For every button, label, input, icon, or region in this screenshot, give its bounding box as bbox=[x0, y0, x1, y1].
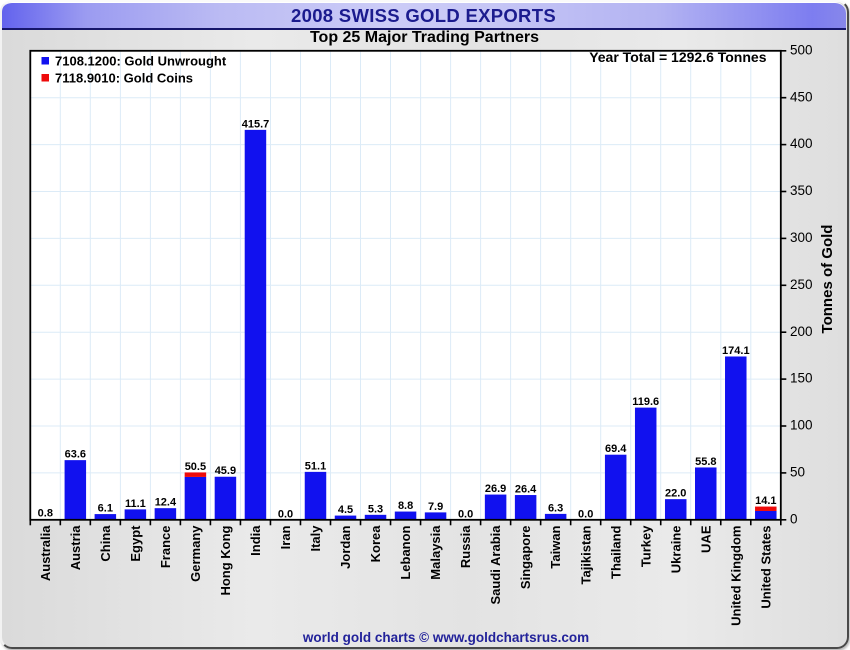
svg-text:Germany: Germany bbox=[188, 525, 203, 582]
svg-text:Russia: Russia bbox=[458, 525, 473, 568]
svg-text:6.1: 6.1 bbox=[98, 503, 113, 515]
svg-text:119.6: 119.6 bbox=[632, 396, 659, 408]
svg-text:63.6: 63.6 bbox=[65, 449, 86, 461]
svg-text:55.8: 55.8 bbox=[695, 456, 716, 468]
svg-text:7108.1200: Gold Unwrought: 7108.1200: Gold Unwrought bbox=[55, 54, 227, 69]
svg-text:Austria: Austria bbox=[68, 525, 83, 571]
svg-text:22.0: 22.0 bbox=[665, 488, 686, 500]
svg-text:Year Total = 1292.6 Tonnes: Year Total = 1292.6 Tonnes bbox=[589, 49, 766, 65]
svg-text:7118.9010: Gold Coins: 7118.9010: Gold Coins bbox=[55, 71, 193, 86]
svg-text:Thailand: Thailand bbox=[608, 525, 623, 579]
svg-text:51.1: 51.1 bbox=[305, 460, 326, 472]
svg-text:China: China bbox=[98, 525, 113, 562]
svg-text:350: 350 bbox=[790, 183, 813, 198]
svg-text:UAE: UAE bbox=[698, 525, 713, 553]
svg-text:Ukraine: Ukraine bbox=[668, 526, 683, 574]
svg-text:400: 400 bbox=[790, 136, 813, 151]
svg-text:Turkey: Turkey bbox=[638, 525, 653, 567]
svg-text:14.1: 14.1 bbox=[755, 495, 776, 507]
svg-text:100: 100 bbox=[790, 418, 813, 433]
svg-text:Lebanon: Lebanon bbox=[398, 525, 413, 579]
svg-text:Jordan: Jordan bbox=[338, 525, 353, 568]
svg-text:5.3: 5.3 bbox=[368, 503, 383, 515]
svg-text:200: 200 bbox=[790, 324, 813, 339]
svg-text:Australia: Australia bbox=[38, 525, 53, 581]
svg-text:0: 0 bbox=[790, 511, 798, 526]
svg-text:India: India bbox=[248, 525, 263, 556]
svg-text:50.5: 50.5 bbox=[185, 461, 206, 473]
svg-text:Tonnes of Gold: Tonnes of Gold bbox=[819, 225, 836, 334]
svg-text:Taiwan: Taiwan bbox=[548, 525, 563, 568]
svg-text:69.4: 69.4 bbox=[605, 443, 627, 455]
svg-text:Tajikistan: Tajikistan bbox=[578, 525, 593, 584]
svg-text:Malaysia: Malaysia bbox=[428, 525, 443, 580]
svg-text:11.1: 11.1 bbox=[125, 498, 146, 510]
svg-text:26.4: 26.4 bbox=[515, 484, 537, 496]
svg-text:415.7: 415.7 bbox=[242, 118, 270, 130]
svg-text:250: 250 bbox=[790, 277, 813, 292]
svg-text:12.4: 12.4 bbox=[155, 497, 177, 509]
svg-text:174.1: 174.1 bbox=[722, 345, 750, 357]
svg-text:8.8: 8.8 bbox=[398, 500, 413, 512]
svg-text:150: 150 bbox=[790, 371, 813, 386]
svg-text:0.0: 0.0 bbox=[458, 508, 473, 520]
svg-text:France: France bbox=[158, 526, 173, 569]
svg-text:0.8: 0.8 bbox=[38, 508, 53, 520]
svg-text:26.9: 26.9 bbox=[485, 483, 506, 495]
svg-text:Saudi Arabia: Saudi Arabia bbox=[488, 525, 503, 605]
svg-text:500: 500 bbox=[790, 42, 813, 57]
svg-text:Korea: Korea bbox=[368, 525, 383, 563]
svg-text:Italy: Italy bbox=[308, 525, 323, 552]
svg-text:0.0: 0.0 bbox=[578, 508, 593, 520]
svg-text:Hong Kong: Hong Kong bbox=[218, 525, 233, 595]
svg-text:4.5: 4.5 bbox=[338, 504, 353, 516]
svg-text:United Kingdom: United Kingdom bbox=[728, 526, 743, 626]
svg-text:Iran: Iran bbox=[278, 525, 293, 549]
svg-text:50: 50 bbox=[790, 465, 805, 480]
svg-text:45.9: 45.9 bbox=[215, 465, 236, 477]
svg-text:Singapore: Singapore bbox=[518, 526, 533, 590]
svg-text:7.9: 7.9 bbox=[428, 501, 443, 513]
svg-text:6.3: 6.3 bbox=[548, 502, 563, 514]
svg-text:0.0: 0.0 bbox=[278, 508, 293, 520]
svg-text:United States: United States bbox=[758, 526, 773, 609]
svg-text:Egypt: Egypt bbox=[128, 525, 143, 562]
svg-text:300: 300 bbox=[790, 230, 813, 245]
svg-text:450: 450 bbox=[790, 89, 813, 104]
